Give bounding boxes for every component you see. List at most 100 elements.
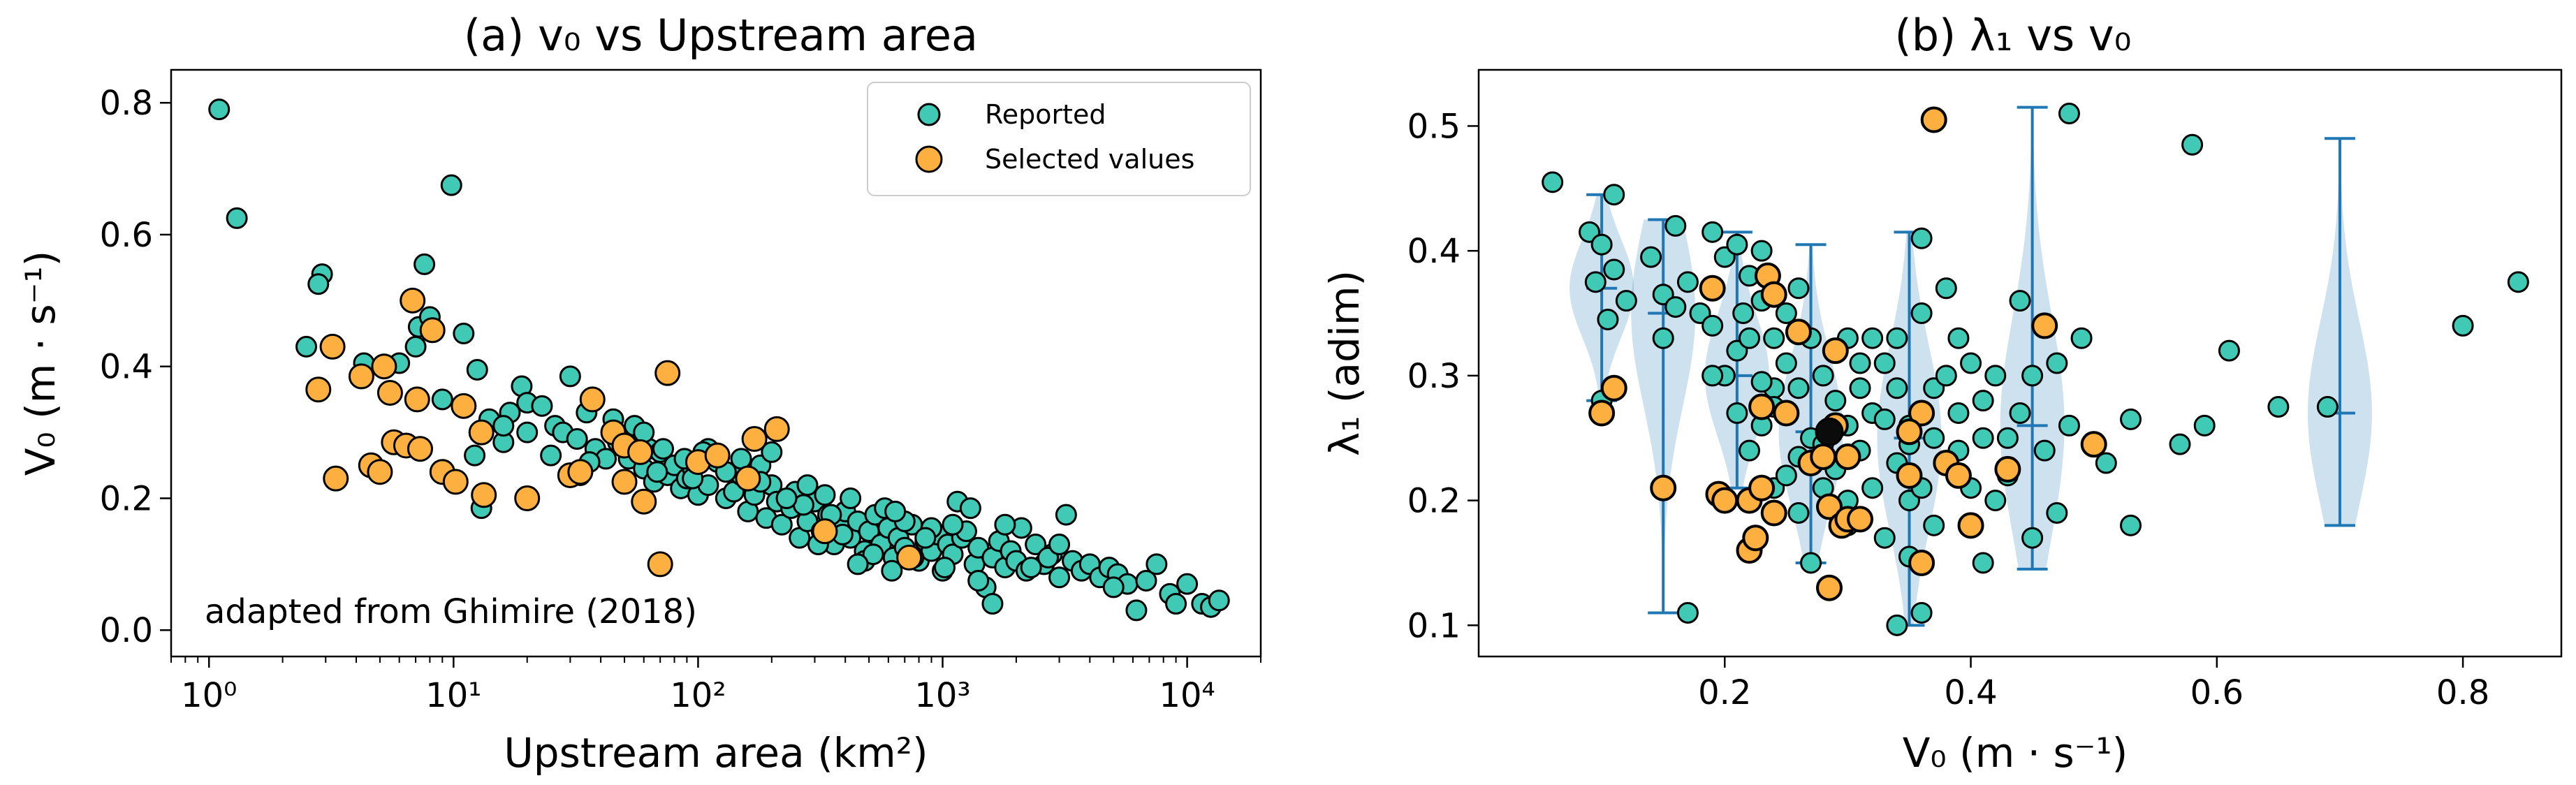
data-point-reported (492, 415, 515, 437)
data-point-reported (633, 421, 655, 443)
data-point-reported (2058, 414, 2080, 436)
data-point-reported (1603, 258, 1625, 281)
data-point-reported (2058, 103, 2080, 125)
panel-a-annotation: adapted from Ghimire (2018) (205, 592, 697, 631)
data-point-reported (566, 428, 588, 450)
data-point-reported (540, 444, 562, 467)
data-point-reported (1739, 327, 1760, 349)
data-point-reported (1861, 327, 1884, 349)
data-point-reported (2009, 402, 2031, 424)
data-point-reported (1020, 557, 1042, 579)
data-point-reported (1923, 514, 1945, 536)
panel-b-y-ticks: 0.1 0.2 0.3 0.4 0.5 (1407, 107, 1479, 645)
data-point-reported (1910, 227, 1933, 249)
data-point-reported (2316, 396, 2339, 418)
data-point-selected (647, 551, 673, 578)
data-point-selected (468, 419, 495, 446)
data-point-reported (466, 358, 488, 381)
y-tick-label: 0.8 (100, 84, 153, 123)
data-point-reported (1702, 365, 1724, 387)
data-point-reported (1102, 576, 1125, 599)
data-point-reported (761, 441, 783, 463)
panel-b: (b) λ₁ vs v₀ 0.2 0.4 0.6 0.8 0.10.20.30.40.… (1321, 10, 2563, 777)
data-point-reported (1947, 327, 1970, 349)
data-point-reported (1923, 427, 1945, 449)
data-point-selected (1588, 399, 1616, 427)
data-point-reported (1947, 402, 1970, 424)
panel-a-x-label: Upstream area (km²) (504, 729, 928, 777)
data-point-reported (1652, 327, 1674, 349)
data-point-reported (942, 513, 964, 536)
data-point-reported (1146, 553, 1168, 575)
panel-a: (a) v₀ vs Upstream area 10⁰ 10¹ 10² 10³ 10⁴ … (17, 10, 1262, 777)
data-point-selected (451, 392, 477, 419)
data-point-reported (1873, 408, 1896, 430)
data-point-reported (2193, 414, 2216, 436)
data-point-reported (967, 569, 990, 592)
data-point-reported (307, 273, 330, 295)
data-point-reported (2046, 352, 2068, 374)
data-point-selected (2080, 431, 2107, 458)
data-point-reported (531, 395, 553, 417)
data-point-reported (1732, 302, 1755, 325)
data-point-reported (1984, 365, 2007, 387)
panel-a-x-ticks: 10⁰ 10¹ 10² 10³ 10⁴ (170, 656, 1261, 715)
data-point-selected (1994, 455, 2021, 483)
data-point-reported (1048, 534, 1071, 556)
data-point-reported (1886, 377, 1908, 399)
data-point-reported (814, 484, 836, 506)
data-point-reported (1750, 240, 1773, 262)
data-point-reported (414, 253, 436, 275)
data-point-reported (1048, 566, 1071, 589)
data-point-reported (2507, 271, 2529, 293)
data-point-selected (1711, 487, 1739, 514)
data-point-reported (1775, 352, 1797, 374)
x-tick-label: 0.4 (1944, 673, 1997, 712)
data-point-selected (323, 465, 349, 492)
data-point-reported (1025, 534, 1047, 556)
data-point-reported (2033, 439, 2056, 462)
data-point-reported (1873, 352, 1896, 374)
x-tick-label: 0.2 (1698, 673, 1751, 712)
data-point-reported (1750, 371, 1773, 393)
data-point-selected (1945, 462, 1972, 489)
data-point-reported (1910, 601, 1933, 624)
data-point-reported (1542, 171, 1564, 193)
data-point-reported (1787, 501, 1810, 524)
legend-label-reported: Reported (985, 99, 1106, 130)
data-point-reported (1208, 589, 1230, 612)
data-point-reported (516, 421, 539, 443)
panel-a-y-label: V₀ (m · s⁻¹) (17, 251, 64, 476)
data-point-reported (1886, 614, 1908, 636)
data-point-reported (1640, 246, 1662, 268)
data-point-selected (1760, 499, 1787, 527)
data-point-selected (1908, 549, 1935, 576)
data-point-reported (1861, 477, 1884, 499)
panel-b-x-ticks: 0.2 0.4 0.6 0.8 (1698, 656, 2489, 712)
data-point-selected (611, 469, 638, 495)
data-point-selected (1650, 474, 1677, 501)
data-point-selected (627, 439, 654, 465)
data-point-reported (2267, 396, 2290, 418)
data-point-reported (981, 592, 1004, 615)
data-point-reported (1787, 277, 1810, 300)
data-point-reported (1775, 464, 1797, 487)
data-point-selected (763, 416, 790, 442)
data-point-reported (1849, 377, 1871, 399)
legend-marker-selected (915, 145, 943, 173)
data-point-selected (404, 386, 430, 413)
data-point-reported (1984, 490, 2007, 512)
x-tick-label: 10³ (914, 676, 970, 715)
panel-b-points (1542, 103, 2529, 636)
data-point-reported (464, 444, 486, 467)
data-point-selected (735, 465, 761, 492)
data-point-reported (2120, 514, 2142, 536)
data-point-selected (367, 459, 393, 485)
panel-b-x-label: V₀ (m · s⁻¹) (1903, 729, 2128, 777)
x-tick-label: 10⁴ (1159, 676, 1215, 715)
data-point-reported (1726, 233, 1748, 256)
data-point-reported (559, 365, 581, 388)
y-tick-label: 0.6 (100, 216, 153, 255)
data-point-reported (994, 513, 1016, 536)
data-point-selected (567, 459, 594, 485)
